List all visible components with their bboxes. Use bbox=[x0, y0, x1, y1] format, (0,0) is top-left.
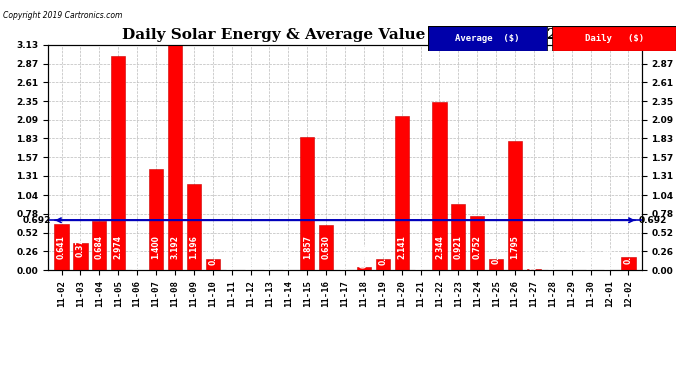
Bar bbox=[489, 259, 503, 270]
Text: 0.641: 0.641 bbox=[57, 236, 66, 259]
Text: 0.752: 0.752 bbox=[473, 236, 482, 259]
Text: 2.344: 2.344 bbox=[435, 236, 444, 259]
Text: 2.974: 2.974 bbox=[114, 235, 123, 259]
Text: 0.684: 0.684 bbox=[95, 235, 103, 259]
Bar bbox=[300, 136, 314, 270]
Bar bbox=[470, 216, 484, 270]
Bar bbox=[357, 267, 371, 270]
Text: 3.192: 3.192 bbox=[170, 236, 179, 259]
Bar bbox=[451, 204, 466, 270]
Bar bbox=[433, 102, 446, 270]
Text: Copyright 2019 Cartronics.com: Copyright 2019 Cartronics.com bbox=[3, 11, 123, 20]
Bar bbox=[527, 269, 541, 270]
Text: 0.000: 0.000 bbox=[567, 246, 576, 270]
Text: 0.000: 0.000 bbox=[284, 246, 293, 270]
Text: 0.000: 0.000 bbox=[227, 246, 236, 270]
Text: 0.371: 0.371 bbox=[76, 232, 85, 256]
Text: 0.156: 0.156 bbox=[492, 241, 501, 264]
Bar bbox=[376, 259, 390, 270]
Text: 0.000: 0.000 bbox=[340, 246, 350, 270]
FancyBboxPatch shape bbox=[428, 26, 547, 51]
Text: 0.630: 0.630 bbox=[322, 236, 331, 259]
Bar bbox=[92, 221, 106, 270]
Text: 0.000: 0.000 bbox=[416, 246, 425, 270]
Bar bbox=[319, 225, 333, 270]
Title: Daily Solar Energy & Average Value Tue Dec 3 16:25: Daily Solar Energy & Average Value Tue D… bbox=[122, 28, 568, 42]
Text: Average  ($): Average ($) bbox=[455, 34, 520, 43]
Text: 0.692: 0.692 bbox=[639, 216, 667, 225]
Text: 1.196: 1.196 bbox=[189, 236, 198, 259]
Text: 0.151: 0.151 bbox=[208, 241, 217, 265]
Text: 0.149: 0.149 bbox=[378, 241, 387, 265]
Bar bbox=[622, 257, 635, 270]
Text: 0.000: 0.000 bbox=[265, 246, 274, 270]
Bar bbox=[149, 170, 163, 270]
FancyBboxPatch shape bbox=[552, 26, 676, 51]
Bar bbox=[206, 259, 220, 270]
Text: 0.044: 0.044 bbox=[359, 244, 368, 268]
Text: 0.009: 0.009 bbox=[529, 246, 538, 270]
Bar bbox=[508, 141, 522, 270]
Bar bbox=[111, 56, 126, 270]
Text: 1.857: 1.857 bbox=[303, 235, 312, 259]
Text: 0.000: 0.000 bbox=[605, 246, 614, 270]
Text: 2.141: 2.141 bbox=[397, 236, 406, 259]
Text: Daily   ($): Daily ($) bbox=[584, 34, 644, 43]
Text: 0.000: 0.000 bbox=[586, 246, 595, 270]
Text: 0.692: 0.692 bbox=[23, 216, 51, 225]
Bar bbox=[187, 184, 201, 270]
Bar bbox=[73, 243, 88, 270]
Text: 0.921: 0.921 bbox=[454, 236, 463, 259]
Bar bbox=[55, 224, 68, 270]
Text: 0.175: 0.175 bbox=[624, 240, 633, 264]
Text: 1.400: 1.400 bbox=[152, 236, 161, 259]
Text: 0.000: 0.000 bbox=[132, 246, 141, 270]
Bar bbox=[168, 40, 182, 270]
Text: 0.000: 0.000 bbox=[246, 246, 255, 270]
Bar bbox=[395, 116, 408, 270]
Text: 1.795: 1.795 bbox=[511, 236, 520, 259]
Text: 0.000: 0.000 bbox=[549, 246, 558, 270]
